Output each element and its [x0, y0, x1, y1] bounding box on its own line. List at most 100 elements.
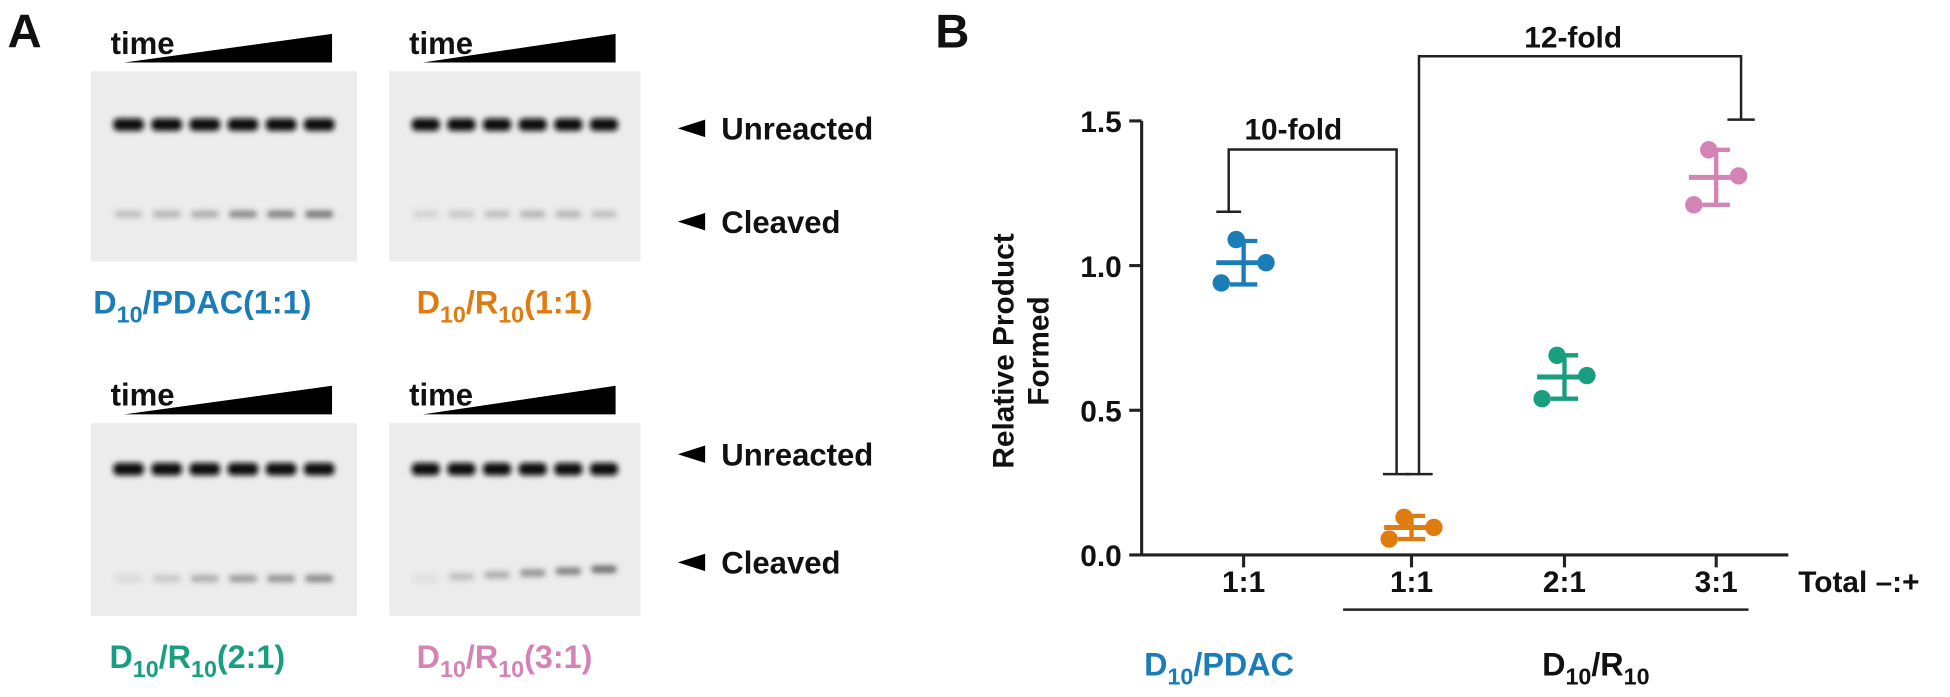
data-point — [1700, 141, 1718, 159]
band-cleaved — [484, 571, 510, 579]
y-axis-label-line: Formed — [1022, 296, 1055, 405]
band-unreacted — [227, 462, 259, 476]
band-unreacted — [554, 462, 583, 476]
subscript: 10 — [133, 656, 159, 682]
label-part: /PDAC(1:1) — [143, 285, 312, 321]
band-cleaved — [152, 210, 181, 218]
y-tick-label: 0.0 — [1080, 540, 1121, 573]
band-cleaved — [266, 574, 296, 583]
label-part: /R — [466, 639, 498, 675]
y-tick-label: 1.0 — [1080, 251, 1121, 284]
band-cleaved — [591, 210, 617, 218]
gel — [90, 71, 357, 262]
subscript: 10 — [498, 301, 524, 327]
gel — [389, 423, 641, 616]
arrowhead — [677, 119, 706, 138]
band-cleaved — [591, 565, 617, 573]
band-cleaved — [114, 210, 143, 218]
gel-label: D10/PDAC(1:1) — [93, 285, 311, 328]
band-cleaved — [555, 567, 582, 575]
label-part: D — [417, 639, 440, 675]
band-unreacted — [447, 118, 476, 131]
subscript: 10 — [498, 656, 524, 682]
band-unreacted — [113, 462, 144, 476]
band-unreacted — [589, 118, 619, 131]
x-axis-label: Total –:+ — [1798, 566, 1919, 599]
subscript: 10 — [440, 656, 466, 682]
gel — [389, 71, 641, 262]
data-point — [1685, 196, 1703, 214]
group-label: D10/R10 — [1542, 647, 1649, 690]
arrowhead — [677, 553, 706, 572]
gel — [90, 423, 357, 616]
time-label: time — [409, 378, 473, 413]
band-cleaved — [228, 574, 258, 583]
label-part: D — [417, 285, 440, 321]
significance-brackets — [1216, 55, 1755, 611]
data-point — [1212, 274, 1230, 292]
data-point — [1395, 508, 1413, 527]
label-part: (1:1) — [524, 285, 592, 321]
label-part: D — [1542, 647, 1565, 683]
band-cleaved — [266, 210, 296, 218]
band-cleaved — [305, 574, 334, 583]
band-label: Cleaved — [721, 205, 840, 240]
y-axis-label-line: Relative Product — [988, 233, 1021, 468]
x-tick-label: 2:1 — [1543, 566, 1586, 599]
subscript: 10 — [440, 301, 466, 327]
bracket — [1417, 55, 1743, 475]
label-part: /PDAC — [1193, 647, 1294, 683]
arrowhead — [677, 445, 706, 463]
gel-label: D10/R10(1:1) — [417, 285, 593, 328]
group-label: D10/PDAC — [1144, 647, 1294, 690]
band-unreacted — [589, 462, 619, 476]
subscript: 10 — [1565, 663, 1591, 689]
label-part: (3:1) — [524, 639, 592, 675]
subscript: 10 — [117, 301, 143, 327]
band-cleaved — [305, 210, 334, 218]
time-wedge — [422, 385, 616, 415]
x-tick-label: 1:1 — [1390, 566, 1433, 599]
band-unreacted — [482, 462, 512, 476]
band-unreacted — [227, 118, 259, 131]
time-wedge — [422, 33, 616, 63]
label-part: D — [93, 285, 116, 321]
label-part: D — [109, 639, 132, 675]
band-unreacted — [189, 462, 221, 476]
data-point — [1533, 389, 1551, 408]
band-cleaved — [519, 569, 546, 577]
band-unreacted — [303, 462, 335, 476]
band-cleaved — [519, 210, 546, 218]
subscript: 10 — [1624, 663, 1650, 689]
band-cleaved — [412, 210, 439, 218]
data-point — [1548, 346, 1566, 364]
label-part: (2:1) — [217, 639, 285, 675]
band-unreacted — [189, 118, 221, 131]
band-unreacted — [482, 118, 512, 131]
subscript: 10 — [191, 656, 217, 682]
band-unreacted — [113, 118, 144, 131]
band-cleaved — [190, 210, 219, 218]
label-part: /R — [159, 639, 191, 675]
gel-label: D10/R10(2:1) — [109, 639, 285, 682]
band-cleaved — [152, 574, 181, 583]
time-wedge — [124, 385, 333, 415]
band-cleaved — [484, 210, 510, 218]
x-tick-label: 1:1 — [1222, 566, 1265, 599]
band-unreacted — [265, 462, 297, 476]
arrowhead — [677, 212, 706, 231]
x-tick-label: 3:1 — [1695, 566, 1738, 599]
annotation: 10-fold — [1244, 114, 1342, 147]
band-cleaved — [448, 572, 475, 581]
annotation: 12-fold — [1524, 22, 1622, 55]
band-unreacted — [518, 462, 547, 476]
label-part: /R — [466, 285, 498, 321]
band-label: Unreacted — [721, 112, 873, 147]
time-label: time — [111, 26, 175, 61]
time-label: time — [409, 26, 473, 61]
bracket — [1227, 148, 1398, 475]
panel-letter: B — [935, 6, 969, 59]
band-label: Unreacted — [721, 437, 873, 472]
band-cleaved — [412, 574, 439, 583]
